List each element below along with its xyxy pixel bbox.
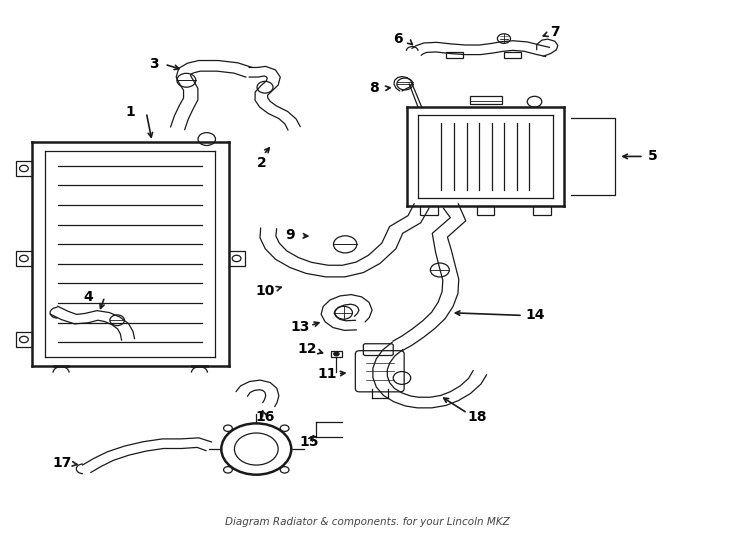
Text: 9: 9 xyxy=(286,228,295,242)
Text: 16: 16 xyxy=(255,410,275,424)
Text: 11: 11 xyxy=(317,367,337,381)
Text: Diagram Radiator & components. for your Lincoln MKZ: Diagram Radiator & components. for your … xyxy=(225,517,509,527)
Text: 3: 3 xyxy=(149,57,159,71)
Text: 14: 14 xyxy=(526,308,545,322)
Text: 6: 6 xyxy=(393,32,403,46)
Text: 7: 7 xyxy=(550,25,560,39)
Text: 15: 15 xyxy=(299,435,319,449)
Bar xyxy=(476,206,494,215)
Circle shape xyxy=(333,352,339,356)
Text: 5: 5 xyxy=(647,150,658,164)
Bar xyxy=(16,332,32,347)
Bar xyxy=(420,206,437,215)
Bar xyxy=(504,52,521,58)
Bar xyxy=(228,251,244,266)
Bar xyxy=(470,96,503,104)
Text: 1: 1 xyxy=(126,105,135,119)
Bar xyxy=(533,206,550,215)
Text: 2: 2 xyxy=(256,156,266,170)
Text: 10: 10 xyxy=(255,285,275,299)
Text: 18: 18 xyxy=(468,410,487,424)
Text: 4: 4 xyxy=(84,290,94,303)
Bar xyxy=(331,351,341,356)
Bar xyxy=(16,251,32,266)
Text: 12: 12 xyxy=(297,342,317,356)
Bar xyxy=(446,52,463,58)
Text: 8: 8 xyxy=(369,82,379,95)
Text: 17: 17 xyxy=(53,456,72,470)
Bar xyxy=(16,161,32,176)
Text: 13: 13 xyxy=(290,320,310,334)
